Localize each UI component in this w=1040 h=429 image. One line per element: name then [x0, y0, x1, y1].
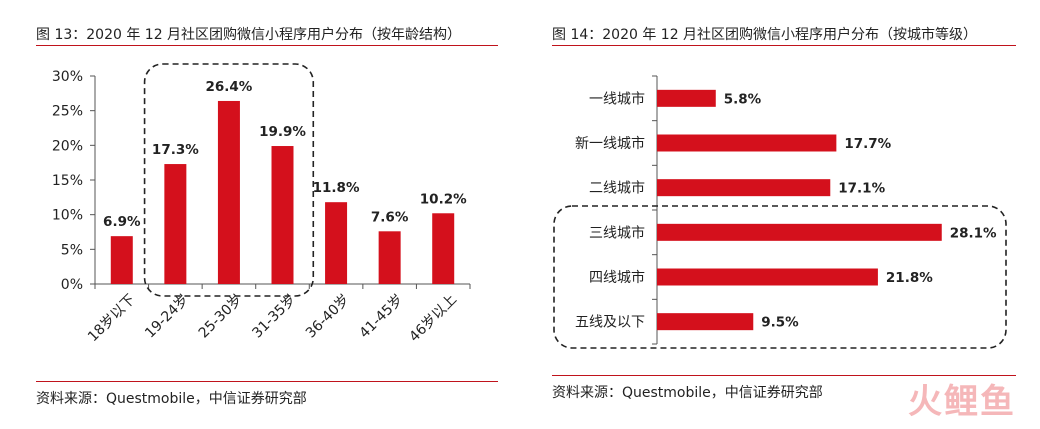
age-chart-title: 图 13：2020 年 12 月社区团购微信小程序用户分布（按年龄结构） [36, 27, 462, 43]
bar [657, 89, 716, 107]
category-label: 一线城市 [589, 90, 645, 107]
data-label: 28.1% [950, 225, 997, 241]
x-tick-label: 36-40岁 [303, 292, 353, 342]
bar [164, 164, 187, 284]
y-tick-label: 25% [52, 104, 83, 120]
city-source-rule [552, 375, 1016, 376]
data-label: 6.9% [103, 214, 141, 230]
bar [657, 179, 831, 197]
x-tick-label: 19-24岁 [142, 292, 192, 342]
bar [657, 134, 837, 152]
x-tick-label: 41-45岁 [356, 292, 406, 342]
y-tick-label: 15% [52, 173, 83, 189]
age-source-rule [36, 381, 498, 382]
bar [657, 268, 878, 286]
data-label: 9.5% [761, 315, 799, 331]
y-tick-label: 30% [52, 69, 83, 85]
data-label: 21.8% [886, 270, 933, 286]
category-label: 五线及以下 [575, 315, 645, 331]
bar [325, 202, 348, 284]
data-label: 19.9% [259, 124, 306, 140]
highlight-box [553, 205, 1007, 349]
watermark-text: 火鲤鱼 [908, 382, 1016, 422]
age-bar-chart: 0%5%10%15%20%25%30%6.9%18岁以下17.3%19-24岁2… [52, 63, 471, 346]
bar [657, 223, 942, 241]
highlight-box [143, 63, 315, 297]
city-chart-source: 资料来源：Questmobile，中信证券研究部 [552, 385, 823, 401]
age-title-rule [36, 45, 498, 46]
age-chart-panel: 图 13：2020 年 12 月社区团购微信小程序用户分布（按年龄结构） 0% 5… [36, 27, 498, 407]
city-chart-title: 图 14：2020 年 12 月社区团购微信小程序用户分布（按城市等级） [552, 27, 978, 43]
bar [378, 231, 401, 284]
data-label: 26.4% [206, 79, 253, 95]
category-label: 新一线城市 [575, 135, 645, 152]
category-label: 二线城市 [589, 180, 645, 197]
data-label: 17.3% [152, 142, 199, 158]
category-label: 三线城市 [589, 224, 645, 241]
watermark-logo: 火鲤鱼 [908, 374, 1016, 423]
city-chart-panel: 图 14：2020 年 12 月社区团购微信小程序用户分布（按城市等级） 一线城… [520, 0, 1040, 429]
age-chart-source: 资料来源：Questmobile，中信证券研究部 [36, 391, 307, 407]
x-tick-label: 18岁以下 [85, 292, 139, 346]
data-label: 17.7% [844, 136, 891, 152]
city-bar-chart: 一线城市 5.8% 新一线城市 17.7% 二线城市 17.1% 三线城市 28.1% 四线城市… [553, 75, 1007, 349]
data-label: 7.6% [371, 209, 409, 225]
bar [432, 213, 455, 284]
y-tick-label: 5% [61, 242, 83, 258]
y-tick-label: 0% [61, 277, 83, 293]
y-tick-label: 20% [52, 138, 83, 154]
x-tick-label: 46岁以上 [406, 292, 460, 346]
bar [217, 100, 240, 285]
data-label: 5.8% [724, 91, 762, 107]
x-tick-label: 31-35岁 [249, 292, 299, 342]
data-label: 10.2% [420, 191, 467, 207]
bar [110, 236, 133, 284]
bar [271, 146, 294, 284]
data-label: 17.1% [838, 181, 885, 197]
y-tick-label: 10% [52, 208, 83, 224]
city-title-rule [552, 45, 1016, 46]
data-label: 11.8% [313, 180, 360, 196]
x-tick-label: 25-30岁 [196, 292, 246, 342]
bar [657, 313, 754, 331]
category-label: 四线城市 [589, 269, 645, 286]
